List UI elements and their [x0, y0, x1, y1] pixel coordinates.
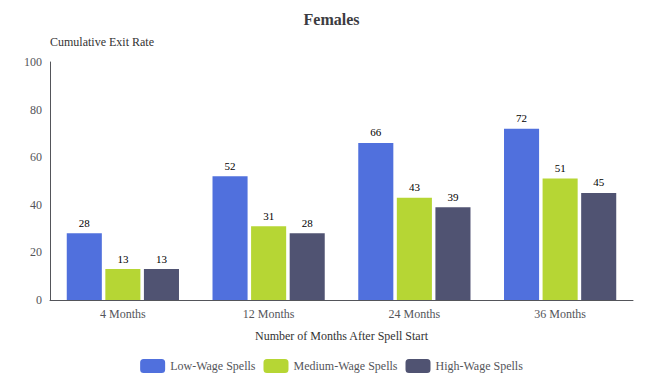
svg-text:43: 43 — [409, 181, 421, 193]
svg-text:28: 28 — [79, 217, 91, 229]
svg-text:Cumulative Exit Rate: Cumulative Exit Rate — [50, 35, 154, 49]
svg-text:12 Months: 12 Months — [243, 307, 295, 321]
svg-text:Medium-Wage Spells: Medium-Wage Spells — [293, 359, 397, 373]
svg-text:45: 45 — [593, 176, 605, 188]
svg-text:40: 40 — [30, 198, 42, 212]
svg-text:80: 80 — [30, 103, 42, 117]
svg-text:66: 66 — [370, 126, 382, 138]
svg-text:28: 28 — [302, 217, 314, 229]
svg-text:72: 72 — [516, 112, 527, 124]
svg-text:High-Wage Spells: High-Wage Spells — [436, 359, 524, 373]
svg-text:24 Months: 24 Months — [389, 307, 441, 321]
svg-text:39: 39 — [447, 191, 459, 203]
svg-text:13: 13 — [156, 253, 168, 265]
svg-text:100: 100 — [24, 55, 42, 69]
svg-text:13: 13 — [117, 253, 129, 265]
svg-text:4 Months: 4 Months — [100, 307, 146, 321]
svg-text:36 Months: 36 Months — [534, 307, 586, 321]
svg-text:20: 20 — [30, 245, 42, 259]
svg-text:Females: Females — [304, 11, 360, 28]
svg-text:Low-Wage Spells: Low-Wage Spells — [170, 359, 256, 373]
svg-text:52: 52 — [225, 160, 236, 172]
svg-text:60: 60 — [30, 150, 42, 164]
svg-text:51: 51 — [555, 162, 566, 174]
svg-text:Number of Months After Spell S: Number of Months After Spell Start — [255, 329, 429, 343]
svg-text:0: 0 — [36, 293, 42, 307]
svg-text:31: 31 — [263, 210, 274, 222]
